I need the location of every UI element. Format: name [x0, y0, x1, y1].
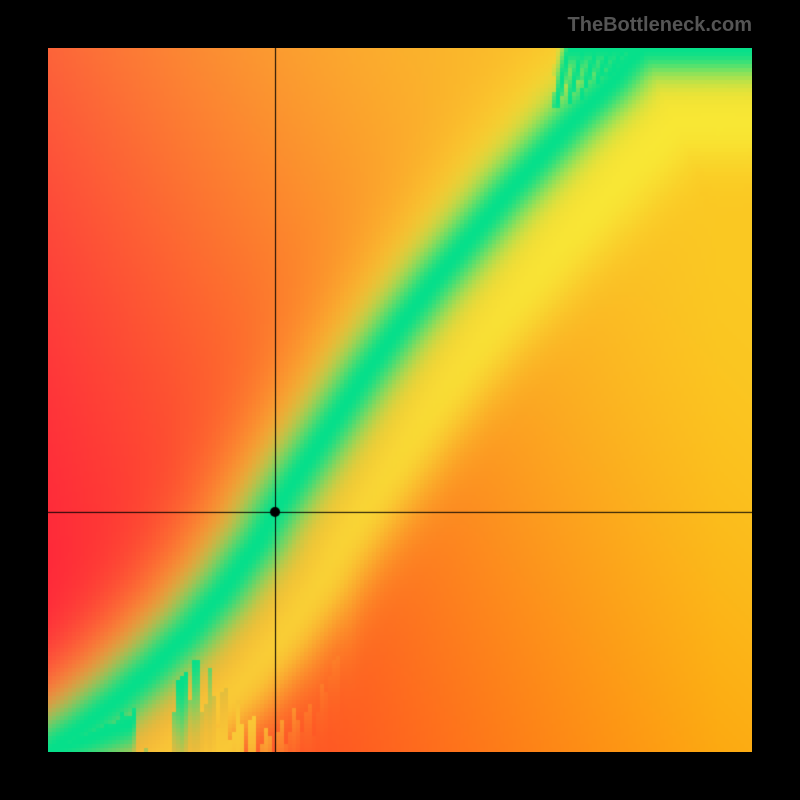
bottleneck-heatmap [48, 48, 752, 752]
watermark-label: TheBottleneck.com [568, 14, 752, 37]
